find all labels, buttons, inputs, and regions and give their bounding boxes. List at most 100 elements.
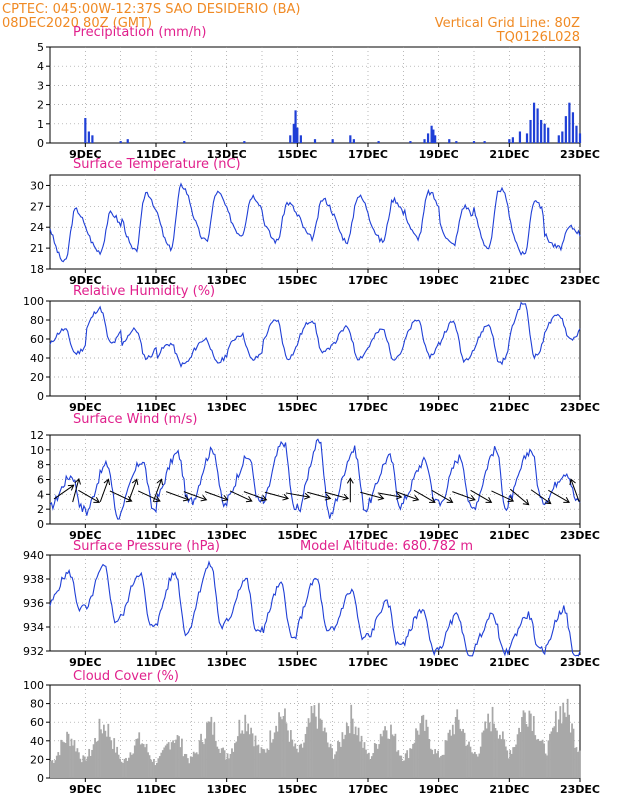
x-tick-label: 21DEC [489,401,529,414]
wind-vector-head [221,494,229,502]
cloud-bar [487,713,490,778]
cloud-bar [130,754,133,778]
wind-vector-head [429,496,436,503]
cloud-bar [426,726,429,778]
cloud-bar [446,740,448,778]
wind-vector [264,491,289,499]
cloud-bar [263,749,266,778]
precip-bar [296,127,299,143]
cloud-bar [198,740,201,778]
cloud-bar [178,736,180,778]
cloud-bar [409,748,411,778]
wind-vector [324,491,349,499]
cloud-bar [482,730,485,778]
cloud-bar [291,739,294,778]
x-tick-label: 23DEC [560,529,600,542]
cloud-bar [150,759,152,778]
cloud-bar [186,758,189,778]
x-tick-label: 23DEC [560,656,600,669]
wind-vector [229,490,252,502]
cloud-bar [294,743,297,778]
cloud-bar [484,721,487,778]
cloud-bar [368,752,370,778]
precip-bar [434,135,437,143]
cloud-bar [462,729,464,778]
cloud-bar [331,748,333,778]
cloud-bar [556,732,559,778]
x-tick-label: 15DEC [277,783,317,796]
cloud-bar [157,758,160,778]
cloud-bar [547,740,550,778]
wind-vector-head [342,493,350,501]
cloud-bar [170,742,173,778]
cloud-bar [415,728,417,778]
cloud-bar [139,744,142,778]
cloud-bar [175,739,177,778]
precip-bar [575,125,578,143]
cloud-bar [378,744,381,778]
y-tick-label: 60 [30,716,44,729]
cloud-bar [266,748,269,778]
cloud-bar [120,761,123,778]
precip-bar [84,118,87,143]
x-tick-label: 23DEC [560,274,600,287]
cloud-bar [340,746,342,778]
precip-bar [571,112,575,143]
cloud-bar [57,752,60,778]
cloud-bar [503,739,506,778]
y-tick-label: 27 [30,200,44,213]
cloud-bar [108,736,111,778]
cloud-bar [206,722,208,778]
cloud-bar [499,734,501,778]
cloud-bar [379,733,382,778]
cloud-bar [491,706,494,778]
cloud-bar [295,748,298,778]
cloud-bar [125,757,127,778]
cloud-bar [281,719,283,778]
wind-vector-head [74,477,81,485]
panel-temp: Surface Temperature (nC) 18 21 24 27 30 9DEC 11… [30,157,600,287]
y-tick-label: 80 [30,698,44,711]
panel-title: Surface Temperature (nC) [73,157,241,172]
cloud-bar [450,735,453,778]
precip-bar [547,127,550,143]
wind-vector [509,488,529,506]
x-tick-label: 9DEC [69,274,101,287]
cloud-bar [307,718,310,778]
x-tick-label: 9DEC [69,656,101,669]
cloud-bar [554,711,557,778]
y-tick-label: 0 [37,390,44,403]
cloud-bar [278,712,280,778]
cloud-bar [242,733,245,778]
cloud-bar [572,728,575,778]
cloud-bar [116,746,119,778]
cloud-bar [247,723,250,778]
panel-rh: Relative Humidity (%) 0 20 40 60 80 100 9DEC 11D… [23,284,600,414]
wind-vector [137,490,161,502]
header-start-time: 08DEC2020 80Z (GMT) [2,16,152,31]
cloud-bar [104,730,107,778]
cloud-bar [225,759,227,778]
cloud-bar [516,734,519,778]
cloud-bar [423,730,426,778]
cloud-bar [257,744,260,778]
cloud-bar [531,730,534,778]
cloud-bar [337,740,339,778]
cloud-bar [80,762,83,778]
y-tick-label: 2 [37,503,44,516]
cloud-bar [422,714,425,778]
cloud-bar [410,748,413,778]
cloud-bar [532,716,535,778]
cloud-bar [398,755,401,778]
cloud-bar [496,730,498,778]
cloud-bar [269,730,272,778]
y-tick-label: 4 [37,488,44,501]
cloud-bar [69,746,71,778]
humidity-line [49,301,581,369]
cloud-bar [568,714,570,778]
cloud-bar [117,754,120,778]
cloud-bar [204,738,207,778]
cloud-bar [401,761,404,778]
precip-bar [432,129,435,143]
cloud-bar [373,743,376,778]
